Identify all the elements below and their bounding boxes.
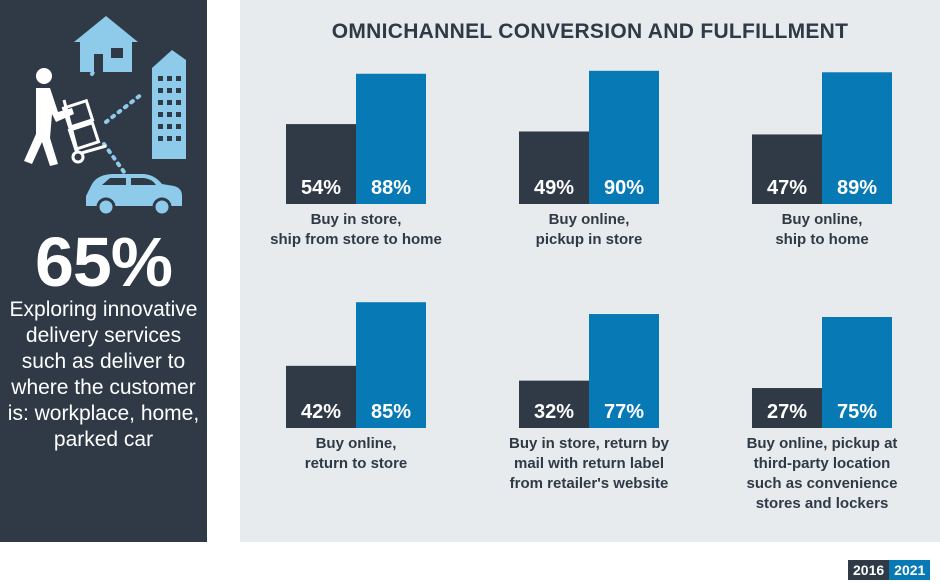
omnichannel-illustration — [24, 16, 186, 217]
data-label-2016-6: 27% — [767, 401, 807, 423]
category-label-2: Buy online, pickup in store — [535, 211, 643, 248]
data-label-2021-5: 77% — [604, 401, 644, 423]
data-label-2021-1: 88% — [371, 177, 411, 199]
house-icon — [74, 16, 138, 72]
category-label-3: Buy online, ship to home — [775, 211, 869, 248]
category-label-5: Buy in store, return by mail with return … — [508, 435, 670, 492]
bar-2016-4 — [286, 365, 356, 428]
data-label-2016-3: 47% — [767, 177, 807, 199]
stat-caption: Exploring innovative delivery services s… — [7, 298, 200, 451]
data-label-2016-5: 32% — [534, 401, 574, 423]
car-icon — [86, 174, 182, 217]
bar-2016-3 — [752, 134, 822, 204]
legend-item-2021: 2021 — [889, 560, 931, 580]
bar-2016-2 — [519, 131, 589, 204]
office-building-icon — [152, 50, 186, 159]
data-label-2021-6: 75% — [837, 401, 877, 423]
legend-item-2016: 2016 — [848, 560, 890, 580]
data-label-2016-2: 49% — [534, 177, 574, 199]
bar-2021-5 — [589, 314, 659, 428]
category-label-4: Buy online, return to store — [304, 435, 408, 472]
data-label-2016-1: 54% — [301, 177, 341, 199]
chart-legend: 2016 2021 — [848, 560, 931, 580]
data-label-2021-3: 89% — [837, 177, 877, 199]
data-label-2021-4: 85% — [371, 401, 411, 423]
data-label-2021-2: 90% — [604, 177, 644, 199]
bar-2021-6 — [822, 317, 892, 428]
bar-2021-3 — [822, 72, 892, 204]
delivery-person-icon — [24, 68, 107, 166]
sidebar-panel: 65% Exploring innovative delivery servic… — [0, 0, 207, 542]
chart-title: OMNICHANNEL CONVERSION AND FULFILLMENT — [331, 20, 849, 43]
category-label-1: Buy in store, ship from store to home — [270, 211, 442, 248]
headline-stat: 65% — [34, 223, 173, 301]
data-label-2016-4: 42% — [301, 401, 341, 423]
bar-2021-4 — [356, 302, 426, 428]
bar-2016-5 — [519, 380, 589, 428]
bar-2016-1 — [286, 124, 356, 204]
bar-2021-1 — [356, 73, 426, 204]
bar-2021-2 — [589, 70, 659, 204]
category-label-6: Buy online, pickup at third-party locatio… — [746, 435, 898, 512]
bar-2016-6 — [752, 388, 822, 428]
